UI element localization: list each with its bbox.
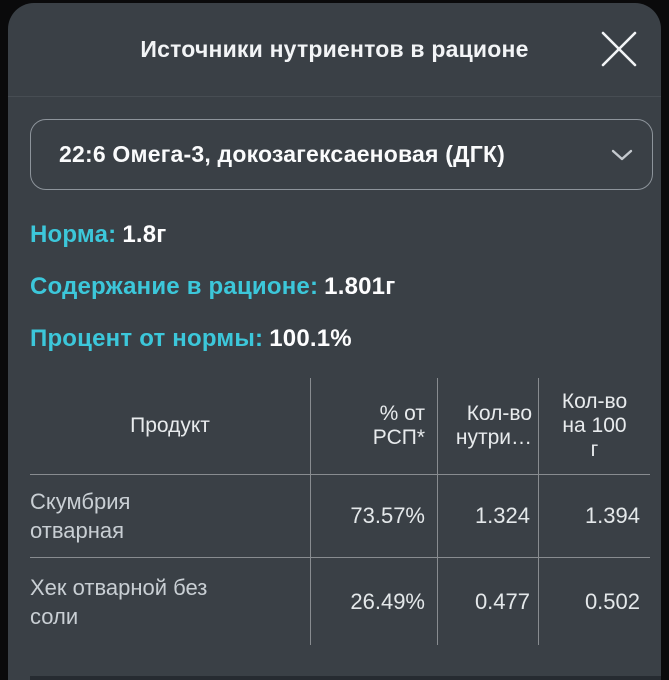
close-button[interactable]: [597, 27, 641, 71]
bottom-divider: [30, 676, 661, 680]
summary: Норма: 1.8г Содержание в рационе: 1.801г П…: [30, 222, 650, 352]
summary-item-norm: Норма: 1.8г: [30, 222, 650, 248]
chevron-down-icon: [611, 149, 633, 160]
nutrient-sources-table: Продукт % от РСП* Кол-во нутри… Кол-во н…: [30, 378, 650, 645]
summary-label: Содержание в рационе:: [30, 273, 319, 300]
table-cell-per-100g: 1.394: [538, 475, 650, 558]
table-cell-percent-rsp: 73.57%: [310, 475, 437, 558]
column-header-per-100g: Кол-во на 100 г: [538, 378, 650, 475]
summary-value: 100.1%: [269, 325, 352, 352]
modal-title: Источники нутриентов в рационе: [140, 36, 529, 62]
table-cell-percent-rsp: 26.49%: [310, 558, 437, 645]
table-cell-nutrient-amount: 0.477: [437, 558, 538, 645]
table-row-product: Хек отварной без соли: [30, 558, 310, 645]
table-row-product: Скумбрия отварная: [30, 475, 310, 558]
summary-label: Процент от нормы:: [30, 325, 264, 352]
column-header-percent-rsp: % от РСП*: [310, 378, 437, 475]
close-icon: [601, 31, 637, 67]
column-header-product: Продукт: [30, 378, 310, 475]
summary-label: Норма:: [30, 221, 117, 248]
nutrient-select-value: 22:6 Омега-3, докозагексаеновая (ДГК): [59, 141, 506, 167]
table-cell-nutrient-amount: 1.324: [437, 475, 538, 558]
summary-item-content: Содержание в рационе: 1.801г: [30, 274, 650, 300]
column-header-nutrient-amount: Кол-во нутри…: [437, 378, 538, 475]
nutrient-select[interactable]: 22:6 Омега-3, докозагексаеновая (ДГК): [30, 119, 653, 190]
product-name: Скумбрия отварная: [30, 489, 131, 543]
modal-header: Источники нутриентов в рационе: [8, 3, 661, 97]
table-cell-per-100g: 0.502: [538, 558, 650, 645]
summary-value: 1.8г: [122, 221, 167, 248]
product-name: Хек отварной без соли: [30, 574, 208, 629]
nutrient-sources-modal: Источники нутриентов в рационе 22:6 Омег…: [8, 3, 661, 680]
summary-value: 1.801г: [324, 273, 396, 300]
summary-item-percent: Процент от нормы: 100.1%: [30, 326, 650, 352]
